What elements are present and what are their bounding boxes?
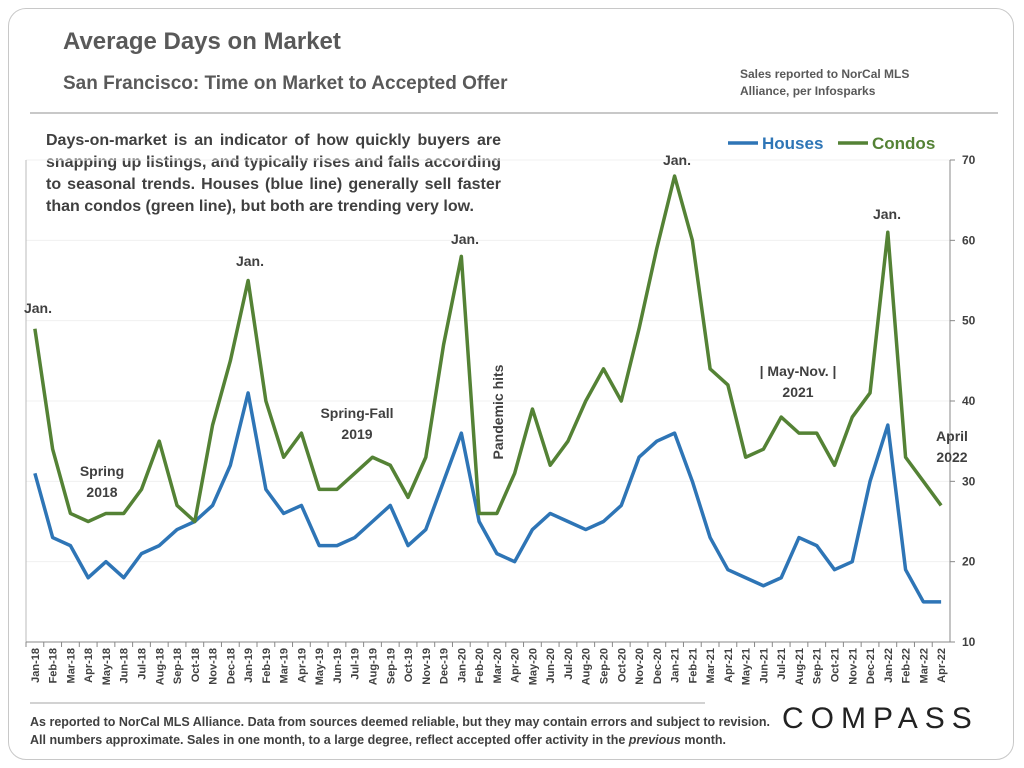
annotation: Jan. [873,206,901,222]
x-tick-label: Jan-19 [243,648,255,683]
x-tick-label: Sep-19 [385,648,397,684]
annotation: 2021 [782,384,813,400]
x-tick-label: Apr-18 [83,648,95,683]
annotation: 2019 [341,426,372,442]
annotation: Jan. [451,231,479,247]
x-tick-label: Nov-21 [847,648,859,685]
x-tick-label: Mar-21 [705,648,717,683]
y-tick-label: 30 [962,474,976,488]
logo: COMPASS [782,702,979,735]
annotation: 2022 [936,449,967,465]
x-tick-label: Apr-22 [936,648,948,683]
legend-label: Condos [872,134,935,153]
footnote: As reported to NorCal MLS Alliance. Data… [30,713,770,749]
chart-subtitle: San Francisco: Time on Market to Accepte… [63,73,508,94]
y-tick-label: 50 [962,314,976,328]
x-tick-label: Mar-20 [492,648,504,683]
annotation: Spring-Fall [320,405,393,421]
x-tick-label: Jun-20 [545,648,557,683]
x-tick-label: Jan-21 [670,648,682,683]
annotation: Spring [80,463,124,479]
y-tick-label: 60 [962,233,976,247]
annotation: Jan. [236,253,264,269]
x-tick-label: Nov-18 [208,648,220,685]
footnote-line: All numbers approximate. Sales in one mo… [30,731,770,749]
annotation: Jan. [663,152,691,168]
x-tick-label: May-18 [101,648,113,685]
footnote-text: previous [628,733,681,747]
x-tick-label: Dec-19 [439,648,451,684]
x-tick-label: Sep-18 [172,648,184,684]
x-tick-label: Oct-21 [830,648,842,682]
x-tick-label: Nov-20 [634,648,646,685]
y-tick-label: 40 [962,394,976,408]
chart-title: Average Days on Market [63,28,341,55]
x-tick-label: Jan-22 [883,648,895,683]
x-tick-label: Mar-22 [918,648,930,683]
annotation: | May-Nov. | [760,363,837,379]
x-tick-label: May-21 [741,648,753,685]
footnote-line: As reported to NorCal MLS Alliance. Data… [30,715,771,729]
source-note: Sales reported to NorCal MLS Alliance, p… [740,67,910,98]
x-tick-label: Mar-18 [65,648,77,683]
x-tick-label: Oct-19 [403,648,415,682]
annotation: Jan. [24,300,52,316]
annotation: 2018 [86,484,117,500]
x-tick-label: Jul-21 [776,648,788,680]
x-tick-label: Jun-19 [332,648,344,683]
x-tick-label: Feb-19 [261,648,273,683]
data-line [33,174,943,524]
description: Days-on-market is an indicator of how qu… [46,132,501,215]
x-tick-label: Jan-20 [456,648,468,683]
x-tick-label: Dec-21 [865,648,877,684]
x-tick-label: Aug-20 [581,648,593,685]
x-tick-label: Jun-18 [119,648,131,683]
footnote-text: month. [680,733,727,747]
x-tick-label: May-20 [527,648,539,685]
x-tick-label: Feb-21 [687,648,699,683]
x-tick-label: Feb-22 [901,648,913,683]
annotation: April [936,428,968,444]
x-tick-label: Mar-19 [279,648,291,683]
x-tick-label: Dec-18 [225,648,237,684]
x-tick-label: Aug-18 [154,648,166,685]
x-tick-label: Sep-20 [599,648,611,684]
x-tick-label: Sep-21 [812,648,824,684]
legend-label: Houses [762,134,823,153]
x-tick-label: Apr-19 [296,648,308,683]
x-tick-label: Jul-19 [350,648,362,680]
annotation: Pandemic hits [490,364,506,459]
x-tick-label: Jan-18 [30,648,42,683]
x-tick-label: Jul-20 [563,648,575,680]
x-tick-label: Aug-21 [794,648,806,685]
x-tick-label: Aug-19 [368,648,380,685]
x-tick-label: Apr-20 [510,648,522,683]
x-tick-label: Oct-20 [616,648,628,682]
x-tick-label: Oct-18 [190,648,202,682]
x-tick-label: Feb-18 [48,648,60,683]
y-tick-label: 70 [962,153,976,167]
x-tick-label: Apr-21 [723,648,735,683]
y-tick-label: 10 [962,635,976,649]
y-tick-label: 20 [962,555,976,569]
x-tick-label: Feb-20 [474,648,486,683]
frame [8,8,1014,760]
footnote-text: All numbers approximate. Sales in one mo… [30,733,629,747]
data-line [33,391,942,604]
x-tick-label: Dec-20 [652,648,664,684]
x-tick-label: Jul-18 [137,648,149,680]
x-tick-label: Nov-19 [421,648,433,685]
x-tick-label: May-19 [314,648,326,685]
x-tick-label: Jun-21 [758,648,770,683]
